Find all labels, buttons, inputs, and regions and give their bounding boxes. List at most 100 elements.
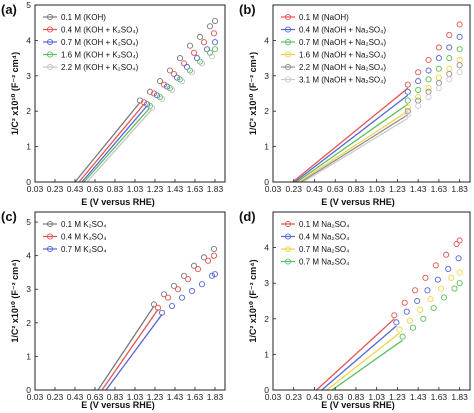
- legend-marker: [46, 233, 54, 240]
- x-tick-label: 1.43: [167, 392, 184, 402]
- legend-item: 0.7 M (KOH + K₂SO₄): [43, 38, 139, 47]
- x-tick-label: 0.03: [27, 184, 44, 194]
- legend-item: 0.7 M Na₂SO₄: [281, 245, 349, 254]
- legend-marker: [284, 76, 292, 83]
- data-point: [208, 53, 216, 60]
- data-point: [176, 55, 184, 62]
- x-tick-label: 1.23: [147, 392, 164, 402]
- fit-line: [316, 318, 395, 391]
- legend-item: 1.6 M (NaOH + Na₂SO₄): [281, 51, 386, 60]
- data-point: [446, 55, 453, 62]
- data-point: [396, 326, 403, 333]
- fit-line: [74, 101, 141, 183]
- legend-item: 0.4 M K₂SO₄: [43, 233, 107, 242]
- legend-label: 0.4 M (KOH + K₂SO₄): [61, 26, 139, 35]
- data-point: [435, 44, 442, 51]
- legend-label: 1.6 M (KOH + K₂SO₄): [61, 51, 139, 60]
- legend: 0.1 M (KOH) 0.4 M (KOH + K₂SO₄) 0.7 M (KOH…: [43, 13, 139, 72]
- x-tick-label: 0.43: [67, 184, 84, 194]
- chart-panel-1: 0.03 0.23 0.43 0.63 0.83 1.03 1.23 1.43 1.63 1.83…: [239, 2, 471, 194]
- panels-layer: 0.03 0.23 0.43 0.63 0.83 1.03 1.23 1.43 1.63 1.83…: [1, 0, 471, 402]
- data-point: [435, 74, 442, 81]
- x-tick-label: 1.63: [187, 184, 204, 194]
- y-tick-label: 2: [26, 106, 31, 116]
- data-point: [404, 88, 411, 95]
- data-point: [210, 245, 218, 252]
- series-0-3: [83, 46, 219, 183]
- data-point: [198, 281, 206, 288]
- data-point: [204, 257, 212, 264]
- fit-line: [296, 103, 409, 183]
- data-point: [211, 271, 219, 278]
- data-point: [404, 108, 411, 115]
- data-point: [420, 315, 427, 322]
- data-point: [435, 79, 442, 86]
- legend-item: 3.1 M (NaOH + Na₂SO₄): [281, 76, 386, 85]
- data-point: [456, 269, 463, 276]
- data-point: [164, 294, 172, 301]
- legend-marker: [46, 38, 54, 46]
- legend-item: 0.7 M K₂SO₄: [43, 245, 107, 254]
- x-tick-label: 0.23: [285, 392, 302, 402]
- fit-line: [300, 114, 409, 183]
- series-2-1: [101, 252, 218, 391]
- legend-item: 0.1 M (NaOH): [281, 13, 349, 22]
- data-point: [425, 93, 432, 101]
- x-tick-label: 0.03: [265, 392, 282, 402]
- data-point: [455, 255, 462, 262]
- y-tick-label: 2: [26, 318, 31, 328]
- data-point: [443, 251, 450, 258]
- data-point: [211, 39, 219, 46]
- data-point: [158, 95, 166, 102]
- fit-line: [326, 332, 400, 391]
- y-tick-label: 2: [264, 106, 269, 116]
- legend-marker: [284, 51, 292, 58]
- data-point: [406, 317, 413, 324]
- data-point: [186, 42, 194, 49]
- data-point: [425, 88, 432, 95]
- y-tick-label: 3: [264, 71, 269, 81]
- data-point: [415, 86, 422, 94]
- panel-label: (a): [1, 2, 17, 17]
- data-point: [188, 69, 196, 76]
- series-0-4: [86, 53, 216, 183]
- legend-marker: [284, 13, 292, 21]
- legend-label: 3.1 M (NaOH + Na₂SO₄): [299, 76, 386, 85]
- data-point: [404, 97, 411, 104]
- data-point: [183, 63, 191, 70]
- chart-panel-0: 0.03 0.23 0.43 0.63 0.83 1.03 1.23 1.43 1.63 1.83…: [1, 0, 226, 194]
- data-point: [200, 39, 208, 46]
- legend-label: 2.2 M (NaOH + Na₂SO₄): [299, 63, 386, 72]
- data-point: [446, 65, 453, 72]
- data-point: [456, 56, 463, 63]
- legend-marker: [284, 258, 292, 265]
- data-point: [211, 46, 219, 53]
- x-tick-label: 1.23: [147, 184, 164, 194]
- y-tick-label: 3: [264, 278, 269, 288]
- fit-line: [331, 339, 403, 391]
- y-tick-label: 1: [26, 142, 31, 152]
- x-tick-label: 0.43: [306, 392, 323, 402]
- x-tick-label: 0.83: [107, 392, 124, 402]
- x-tick-label: 1.63: [431, 392, 448, 402]
- legend-label: 0.7 M (NaOH + Na₂SO₄): [299, 38, 386, 47]
- legend-label: 0.7 M (KOH + K₂SO₄): [61, 38, 139, 47]
- x-tick-label: 0.23: [47, 392, 64, 402]
- y-tick-label: 1: [26, 351, 31, 361]
- data-point: [430, 305, 437, 312]
- series-3-2: [326, 269, 463, 391]
- data-point: [445, 265, 452, 273]
- data-point: [446, 44, 453, 51]
- data-point: [456, 46, 463, 53]
- x-tick-label: 0.83: [348, 392, 365, 402]
- data-point: [166, 85, 174, 92]
- x-tick-label: 0.43: [67, 392, 84, 402]
- x-tick-label: 1.43: [410, 184, 427, 194]
- x-tick-label: 1.83: [207, 392, 224, 402]
- legend-marker: [46, 63, 54, 71]
- data-point: [401, 299, 408, 306]
- data-point: [448, 274, 455, 281]
- series-2-2: [105, 271, 219, 391]
- series-0-1: [78, 30, 218, 183]
- legend-marker: [46, 13, 54, 21]
